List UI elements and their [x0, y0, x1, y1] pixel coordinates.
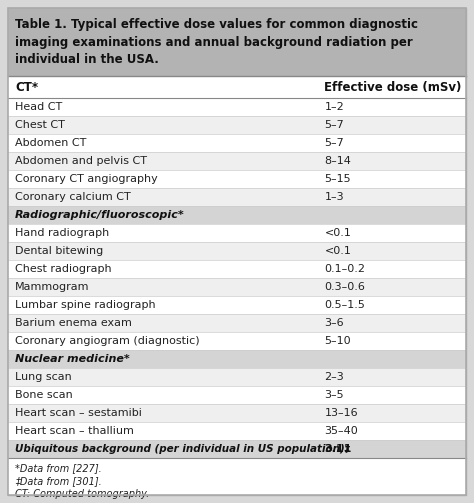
- Bar: [8, 368, 466, 386]
- Text: Heart scan – thallium: Heart scan – thallium: [15, 426, 134, 436]
- Text: Bone scan: Bone scan: [15, 390, 73, 400]
- Text: Chest radiograph: Chest radiograph: [15, 264, 111, 274]
- Text: Coronary CT angiography: Coronary CT angiography: [15, 174, 158, 184]
- Bar: [8, 386, 466, 404]
- Text: Hand radiograph: Hand radiograph: [15, 228, 109, 238]
- Text: 5–7: 5–7: [324, 120, 344, 130]
- Text: ‡Data from [301].: ‡Data from [301].: [15, 476, 102, 486]
- Text: Coronary calcium CT: Coronary calcium CT: [15, 192, 131, 202]
- Text: Mammogram: Mammogram: [15, 282, 90, 292]
- Bar: [8, 440, 466, 458]
- Bar: [8, 422, 466, 440]
- Text: Lung scan: Lung scan: [15, 372, 72, 382]
- Text: 1–3: 1–3: [324, 192, 344, 202]
- Text: 2–3: 2–3: [324, 372, 344, 382]
- Text: Dental bitewing: Dental bitewing: [15, 246, 103, 256]
- Text: 0.3–0.6: 0.3–0.6: [324, 282, 365, 292]
- Bar: [8, 134, 466, 152]
- Text: CT: Computed tomography.: CT: Computed tomography.: [15, 489, 149, 499]
- Text: 0.1–0.2: 0.1–0.2: [324, 264, 365, 274]
- Text: Table 1. Typical effective dose values for common diagnostic
imaging examination: Table 1. Typical effective dose values f…: [15, 18, 418, 66]
- Text: Radiographic/fluoroscopic*: Radiographic/fluoroscopic*: [15, 210, 185, 220]
- Bar: [8, 170, 466, 188]
- Text: Chest CT: Chest CT: [15, 120, 65, 130]
- Text: 5–10: 5–10: [324, 336, 351, 346]
- Text: 5–15: 5–15: [324, 174, 351, 184]
- Text: 5–7: 5–7: [324, 138, 344, 148]
- Bar: [8, 458, 466, 495]
- Text: <0.1: <0.1: [324, 246, 351, 256]
- Bar: [8, 76, 466, 98]
- Bar: [8, 188, 466, 206]
- Bar: [8, 404, 466, 422]
- Text: 13–16: 13–16: [324, 408, 358, 418]
- Text: Nuclear medicine*: Nuclear medicine*: [15, 354, 130, 364]
- Text: 1–2: 1–2: [324, 102, 344, 112]
- Text: Abdomen CT: Abdomen CT: [15, 138, 86, 148]
- Bar: [8, 296, 466, 314]
- Bar: [8, 206, 466, 224]
- Bar: [8, 260, 466, 278]
- Bar: [8, 314, 466, 332]
- Text: *Data from [227].: *Data from [227].: [15, 463, 102, 473]
- Text: Ubiquitous background (per individual in US population)‡: Ubiquitous background (per individual in…: [15, 444, 350, 454]
- Bar: [8, 8, 466, 76]
- Text: Coronary angiogram (diagnostic): Coronary angiogram (diagnostic): [15, 336, 200, 346]
- Text: 3.11: 3.11: [324, 444, 352, 454]
- Bar: [8, 116, 466, 134]
- Text: 3–5: 3–5: [324, 390, 344, 400]
- Text: Abdomen and pelvis CT: Abdomen and pelvis CT: [15, 156, 147, 166]
- Text: 0.5–1.5: 0.5–1.5: [324, 300, 365, 310]
- Bar: [8, 152, 466, 170]
- Text: <0.1: <0.1: [324, 228, 351, 238]
- Text: Barium enema exam: Barium enema exam: [15, 318, 132, 328]
- Text: Lumbar spine radiograph: Lumbar spine radiograph: [15, 300, 155, 310]
- Text: Heart scan – sestamibi: Heart scan – sestamibi: [15, 408, 142, 418]
- Text: CT*: CT*: [15, 80, 38, 94]
- Bar: [8, 350, 466, 368]
- Bar: [8, 242, 466, 260]
- Text: Effective dose (mSv): Effective dose (mSv): [324, 80, 462, 94]
- Bar: [8, 98, 466, 116]
- Text: 3–6: 3–6: [324, 318, 344, 328]
- Text: Head CT: Head CT: [15, 102, 62, 112]
- Text: 35–40: 35–40: [324, 426, 358, 436]
- Text: 8–14: 8–14: [324, 156, 351, 166]
- Bar: [8, 224, 466, 242]
- Bar: [8, 278, 466, 296]
- Bar: [8, 332, 466, 350]
